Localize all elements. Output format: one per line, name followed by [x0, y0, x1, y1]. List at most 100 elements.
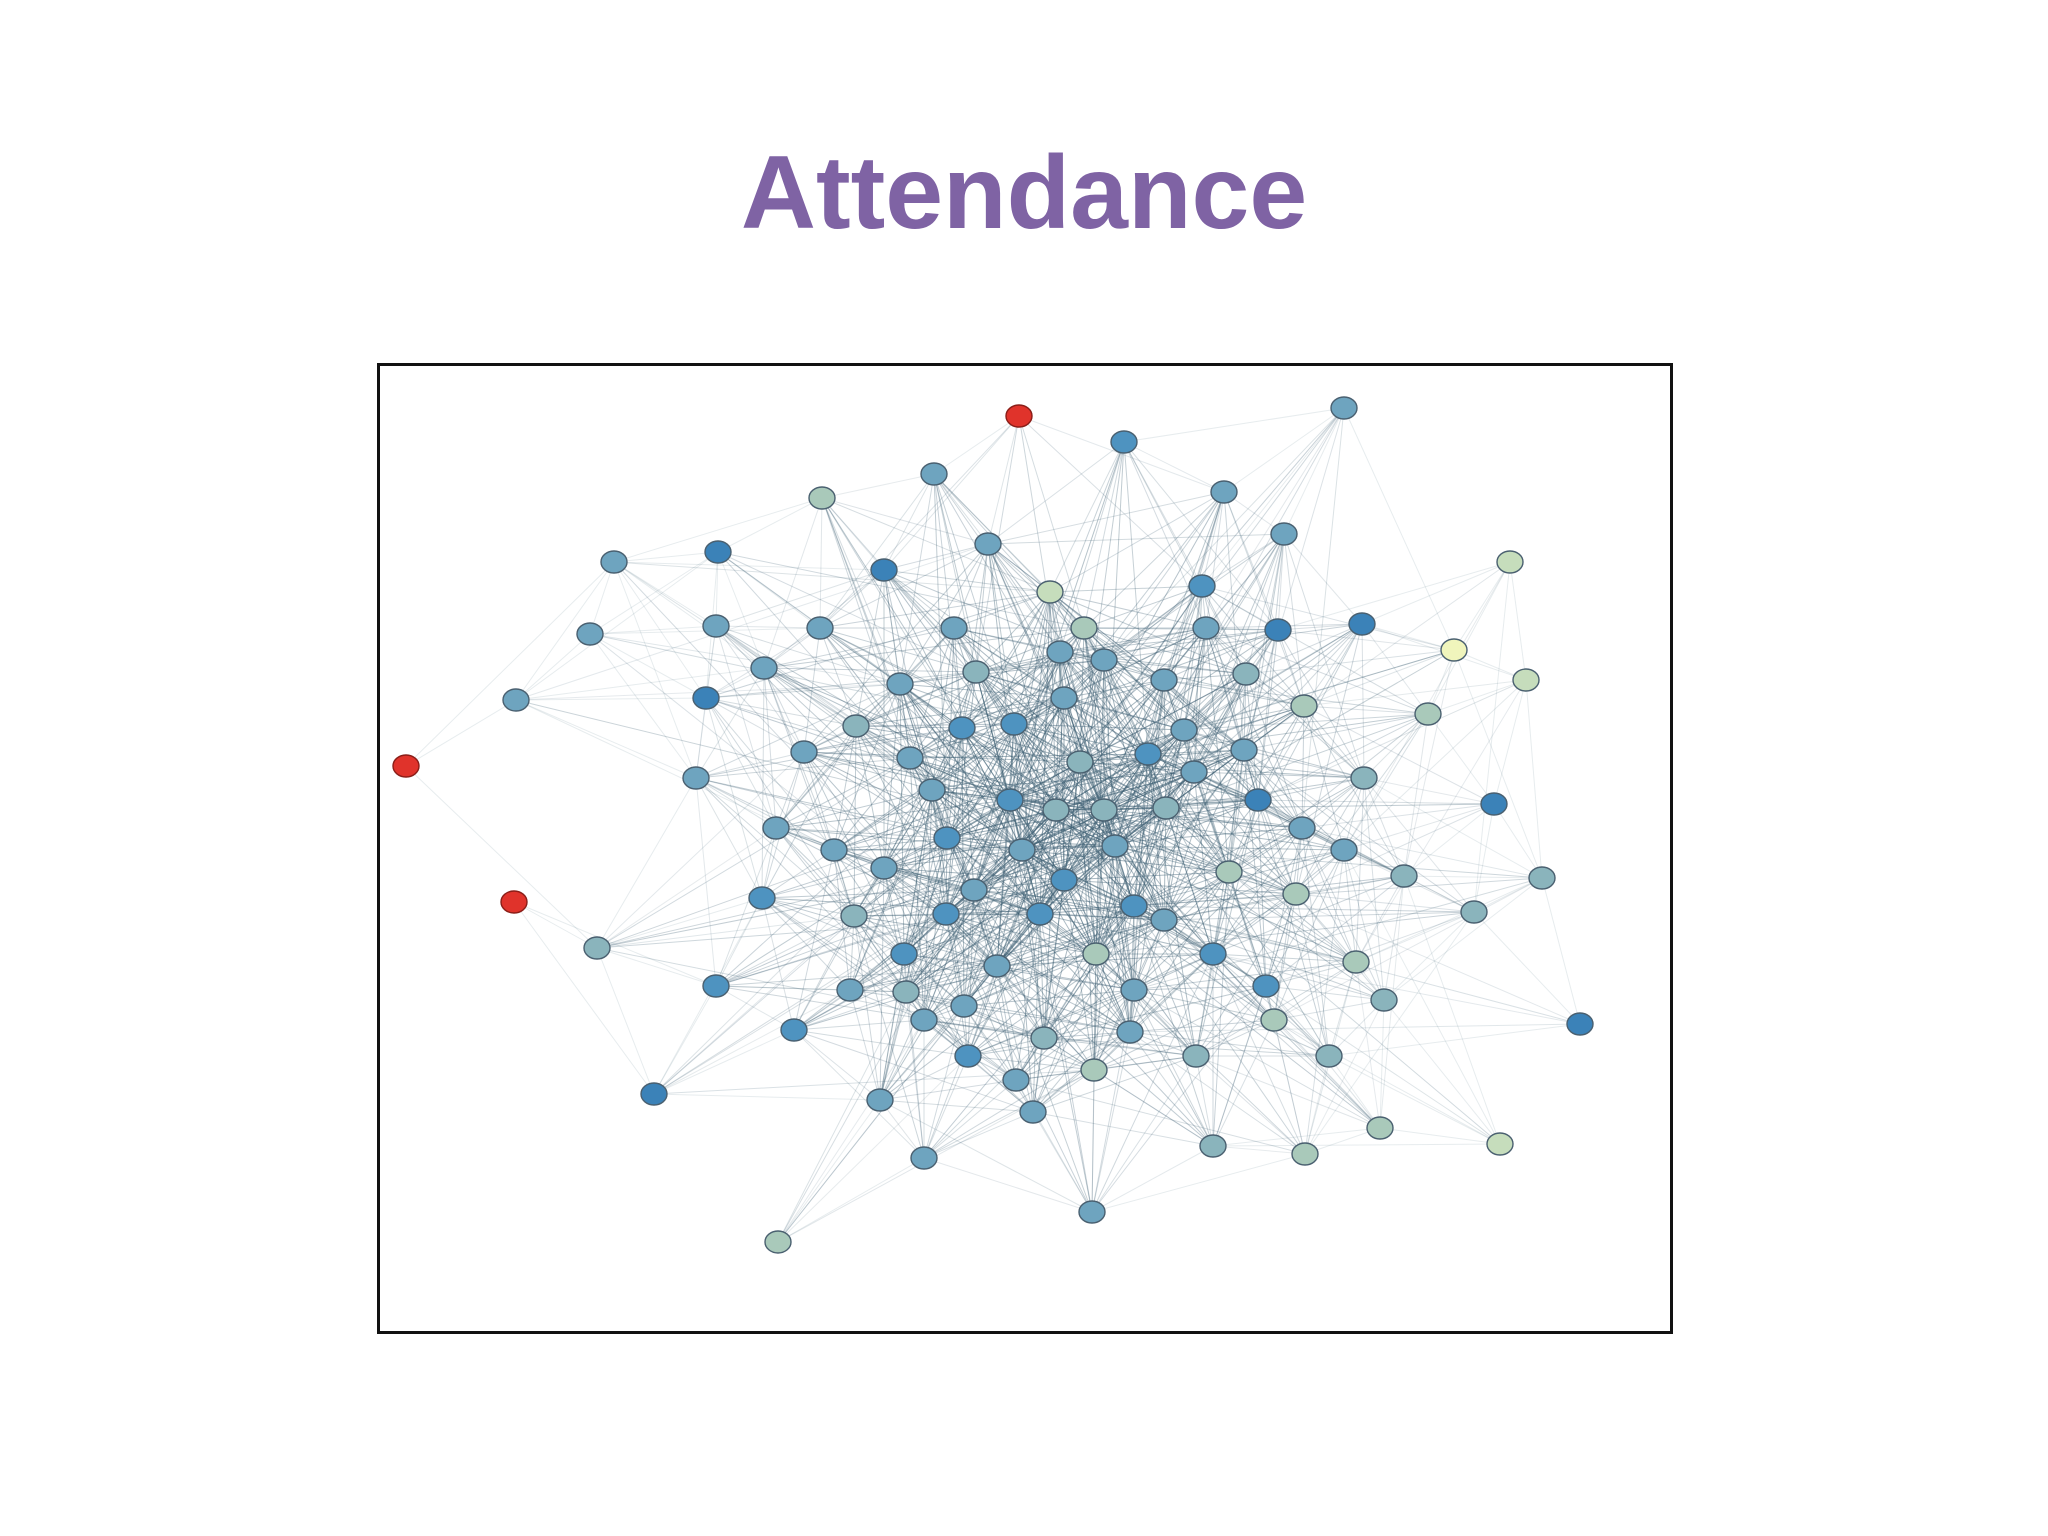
network-edge [1013, 723, 1259, 801]
network-edge [717, 497, 823, 553]
network-edge [1183, 729, 1365, 779]
network-edge [1257, 799, 1297, 895]
network-edge [883, 789, 933, 869]
network-edge [1039, 807, 1167, 915]
network-node-steel [836, 978, 864, 1002]
network-edge [996, 845, 1116, 967]
network-edge [883, 683, 901, 869]
network-edge [853, 789, 933, 917]
network-edge [1183, 729, 1297, 895]
network-edge [1103, 533, 1285, 661]
network-edge [1355, 911, 1475, 963]
network-edge [1273, 999, 1385, 1021]
network-edge [1114, 845, 1345, 851]
network-edge [1039, 913, 1214, 955]
network-edge [775, 827, 1023, 851]
network-edge [1301, 827, 1330, 1057]
network-edge [963, 1005, 1095, 1071]
network-edge [1021, 651, 1061, 851]
network-node-deep-blue [704, 540, 732, 564]
network-edge [899, 683, 1065, 699]
network-edge [1013, 723, 1149, 755]
network-edge [715, 965, 998, 987]
network-edge [1212, 875, 1405, 955]
network-edge [1133, 893, 1297, 991]
network-edge [695, 777, 855, 917]
network-edge [967, 989, 1135, 1057]
network-edge [1183, 623, 1363, 731]
network-edge [1283, 533, 1365, 779]
network-edge [1114, 729, 1185, 847]
network-edge [1079, 761, 1167, 809]
network-edge [1295, 713, 1429, 895]
network-edge [1228, 871, 1385, 1001]
network-edge [715, 897, 763, 987]
network-graph-frame [377, 363, 1673, 1334]
network-edge [855, 697, 1065, 727]
network-edge [963, 849, 1023, 1007]
network-edge [803, 751, 998, 967]
network-edge [987, 543, 1057, 811]
network-edge [803, 751, 835, 851]
network-edge [945, 913, 1097, 955]
network-edge [1021, 849, 1131, 1033]
network-edge [933, 473, 1011, 801]
network-edge [821, 497, 885, 571]
network-edge [961, 727, 1105, 811]
network-edge [1055, 809, 1381, 1129]
network-edge [793, 879, 1065, 1031]
network-edge [1032, 1055, 1197, 1113]
network-edge [1079, 761, 1365, 779]
network-edge [963, 919, 1165, 1007]
network-edge [1303, 705, 1405, 877]
network-edge [883, 569, 1015, 725]
network-edge [903, 799, 1011, 955]
network-edge [899, 683, 1023, 851]
network-node-blue [1050, 868, 1078, 892]
network-edge [1091, 1055, 1197, 1213]
network-edge [715, 879, 1065, 987]
network-edge [515, 551, 719, 701]
network-edge [1163, 893, 1297, 921]
network-edge [1083, 627, 1279, 631]
network-edge [931, 651, 1061, 791]
network-edge [1183, 713, 1429, 731]
network-edge [1079, 761, 1297, 895]
network-edge [946, 659, 1105, 839]
network-edge [1212, 827, 1303, 955]
network-edge [1021, 849, 1097, 955]
network-edge [1193, 627, 1207, 773]
network-node-blue [1120, 894, 1148, 918]
network-node-teal [1315, 1044, 1343, 1068]
network-edge [849, 867, 885, 991]
network-edge [1055, 753, 1149, 811]
network-edge [923, 837, 948, 1021]
network-edge [1379, 999, 1385, 1129]
network-edge [905, 849, 1023, 993]
network-edge [849, 879, 1065, 991]
network-edge [933, 473, 1085, 629]
network-edge [903, 953, 998, 967]
network-edge [715, 985, 795, 1031]
network-edge [1079, 761, 1135, 907]
network-edge [1201, 585, 1305, 707]
network-node-sage [1070, 616, 1098, 640]
network-edge [1453, 561, 1511, 651]
network-edge [1212, 953, 1357, 963]
network-node-blue [1110, 430, 1138, 454]
network-edge [1009, 799, 1167, 809]
network-edge [1059, 651, 1247, 675]
network-edge [1427, 713, 1495, 805]
network-edge [855, 725, 947, 915]
network-edge [1133, 905, 1381, 1129]
network-edge [1013, 679, 1165, 725]
network-edge [1103, 659, 1195, 773]
network-edge [803, 627, 821, 753]
network-edge [763, 627, 1085, 669]
network-edge [923, 1031, 1131, 1159]
network-edge [613, 561, 885, 571]
network-edge [1163, 679, 1305, 707]
network-edge [1063, 697, 1195, 773]
network-edge [1043, 1037, 1330, 1057]
network-edge [883, 867, 905, 955]
